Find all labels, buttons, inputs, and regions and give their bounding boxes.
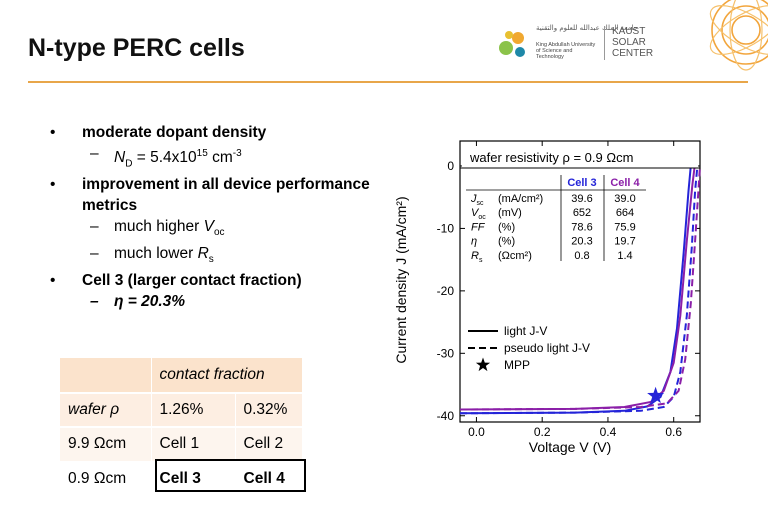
- x-tick-label: 0.4: [600, 425, 617, 439]
- inset-value-cell3: 39.6: [571, 193, 592, 205]
- title-divider: [28, 81, 748, 83]
- table-cell-contact-fraction: contact fraction: [151, 358, 303, 394]
- y-axis-label: Current density J (mA/cm²): [393, 196, 409, 363]
- plot-frame: [459, 140, 701, 423]
- inset-value-cell3: 78.6: [571, 221, 592, 233]
- x-tick-label: 0.6: [665, 425, 682, 439]
- bullet-list: moderate dopant density ND = 5.4x1015 cm…: [50, 122, 390, 312]
- bullet-sub-efficiency: η = 20.3%: [50, 291, 390, 312]
- inset-header-cell4: Cell 4: [610, 177, 640, 189]
- inset-metrics-table: Cell 3 Cell 4 Jsc (mA/cm²) 39.6 39.0 Voc (mV) 65…: [466, 175, 646, 264]
- inset-value-cell4: 19.7: [614, 236, 635, 248]
- bullet-dopant-density: moderate dopant density: [50, 122, 390, 143]
- y-tick-label: -30: [437, 346, 455, 360]
- inset-unit-label: (mA/cm²): [498, 193, 543, 205]
- inset-param-label: η: [471, 236, 477, 248]
- cells-3-4-highlight-box: [155, 459, 306, 492]
- bullet-improvement: improvement in all device performance me…: [50, 174, 390, 216]
- inset-param-label: FF: [471, 221, 486, 233]
- legend-item-pseudo-jv: pseudo light J-V: [504, 341, 590, 355]
- series-line-cell3-pseudo: [459, 165, 699, 415]
- table-cell: 1.26%: [151, 392, 236, 428]
- slide-title: N-type PERC cells: [28, 34, 245, 62]
- legend-item-mpp: MPP: [504, 358, 530, 372]
- table-row: 9.9 Ωcm Cell 1 Cell 2: [60, 427, 303, 463]
- inset-unit-label: (Ωcm²): [498, 250, 532, 262]
- chart-title-bg: [462, 146, 698, 168]
- inset-header-cell3: Cell 3: [567, 177, 596, 189]
- table-cell: wafer ρ: [60, 392, 152, 428]
- kaust-leaf-icon: [499, 31, 525, 57]
- legend-star-icon: [475, 357, 491, 372]
- inset-value-cell4: 1.4: [617, 250, 632, 262]
- inset-value-cell4: 39.0: [614, 193, 635, 205]
- x-axis-label: Voltage V (V): [529, 439, 612, 455]
- kaust-logo: جامعة الملك عبدالله للعلوم والتقنية King…: [496, 22, 666, 66]
- logo-divider: [604, 26, 605, 60]
- chart-title: wafer resistivity ρ = 0.9 Ωcm: [469, 150, 633, 165]
- x-tick-label: 0.2: [534, 425, 551, 439]
- bullet-sub-rs: much lower Rs: [50, 243, 390, 270]
- y-tick-label: 0: [447, 159, 454, 173]
- logo-university-text: King Abdullah University of Science and …: [536, 42, 596, 60]
- chart-legend: light J-V pseudo light J-V MPP: [468, 324, 590, 372]
- inset-value-cell3: 20.3: [571, 236, 592, 248]
- table-cell: 9.9 Ωcm: [60, 427, 152, 463]
- series-line-cell4-pseudo: [459, 165, 701, 411]
- bullet-sub-nd: ND = 5.4x1015 cm-3: [50, 143, 390, 174]
- y-tick-label: -20: [437, 284, 455, 298]
- series-line-cell4-light: [459, 165, 696, 411]
- table-cell: [60, 358, 152, 394]
- bullet-cell3: Cell 3 (larger contact fraction): [50, 270, 390, 291]
- sun-ring-decoration-icon: [709, 0, 768, 71]
- inset-unit-label: (%): [498, 236, 515, 248]
- logo-center-text: KAUST SOLAR CENTER: [612, 26, 654, 59]
- inset-value-cell3: 0.8: [574, 250, 589, 262]
- table-cell: Cell 2: [235, 427, 303, 463]
- bullet-sub-voc: much higher Voc: [50, 216, 390, 243]
- inset-param-label: Voc: [471, 207, 486, 221]
- x-tick-label: 0.0: [468, 425, 485, 439]
- table-cell: 0.9 Ωcm: [60, 461, 152, 497]
- table-row: wafer ρ 1.26% 0.32%: [60, 392, 303, 428]
- inset-value-cell4: 664: [616, 207, 634, 219]
- logo-arabic-text: جامعة الملك عبدالله للعلوم والتقنية: [536, 24, 638, 32]
- mpp-marker: [647, 386, 665, 404]
- inset-unit-label: (%): [498, 221, 515, 233]
- inset-value-cell4: 75.9: [614, 221, 635, 233]
- table-cell: 0.32%: [235, 392, 303, 428]
- y-tick-label: -10: [437, 221, 455, 235]
- inset-value-cell3: 652: [573, 207, 591, 219]
- y-tick-label: -40: [437, 409, 455, 423]
- inset-param-label: Jsc: [470, 193, 484, 207]
- legend-item-light-jv: light J-V: [504, 324, 547, 338]
- table-header-row: contact fraction: [60, 358, 303, 394]
- inset-param-label: Rs: [471, 250, 483, 264]
- inset-unit-label: (mV): [498, 207, 522, 219]
- table-cell: Cell 1: [151, 427, 236, 463]
